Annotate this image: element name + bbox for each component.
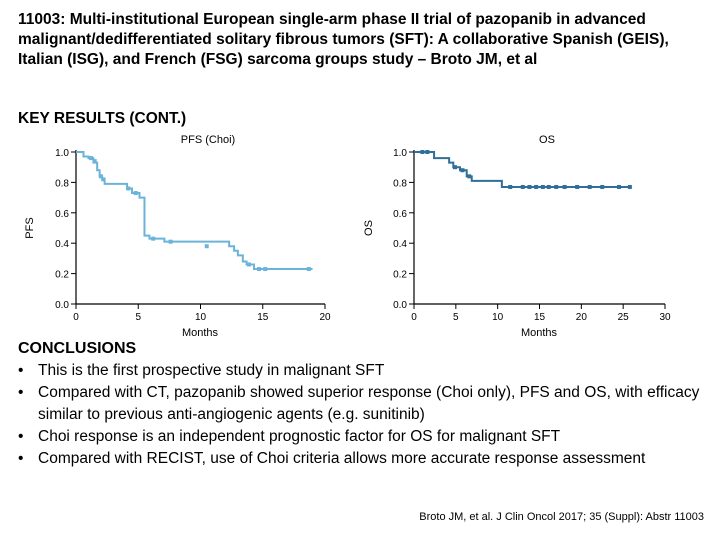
charts-area: PFS (Choi) PFS Months 0.0 0.2 0.4 0.6 0.8 1.0…: [24, 134, 671, 339]
conclusion-item: Compared with CT, pazopanib showed super…: [18, 382, 708, 426]
os-censor-mark: [546, 184, 551, 189]
conclusion-item: This is the first prospective study in m…: [18, 360, 708, 382]
os-censor-mark: [467, 174, 472, 179]
pfs-x-tick-label: 20: [319, 312, 331, 323]
slide-title: 11003: Multi-institutional European sing…: [18, 11, 669, 68]
pfs-censor-mark: [263, 267, 268, 272]
pfs-censor-mark: [306, 267, 311, 272]
os-censor-mark: [452, 165, 457, 170]
os-x-tick-label: 20: [576, 312, 588, 323]
os-x-tick-label: 15: [534, 312, 546, 323]
os-censor-mark: [460, 168, 465, 173]
os-x-tick-label: 5: [453, 312, 459, 323]
citation: Broto JM, et al. J Clin Oncol 2017; 35 (…: [419, 511, 704, 523]
os-y-tick-label: 1.0: [393, 148, 407, 159]
os-censor-mark: [616, 184, 621, 189]
pfs-y-tick-label: 0.4: [55, 239, 69, 250]
os-censor-mark: [508, 184, 513, 189]
os-y-tick-label: 0.0: [393, 300, 407, 311]
pfs-x-tick-label: 0: [73, 312, 79, 323]
pfs-y-tick-label: 0.2: [55, 270, 69, 281]
pfs-censor-mark: [88, 156, 93, 161]
os-x-tick-label: 10: [492, 312, 504, 323]
os-censor-mark: [520, 184, 525, 189]
pfs-censor-mark: [98, 174, 103, 179]
os-censor-mark: [562, 184, 567, 189]
pfs-y-tick-label: 1.0: [55, 148, 69, 159]
section-heading: KEY RESULTS (CONT.): [18, 110, 187, 127]
pfs-censor-mark: [257, 267, 262, 272]
os-censor-mark: [527, 184, 532, 189]
os-censor-mark: [575, 184, 580, 189]
os-censor-mark: [627, 184, 632, 189]
pfs-censor-mark: [92, 159, 97, 164]
pfs-censor-mark: [204, 244, 209, 249]
conclusions-list: This is the first prospective study in m…: [18, 360, 708, 470]
os-x-tick-label: 30: [659, 312, 671, 323]
os-chart: OS OS Months 0.0 0.2 0.4 0.6 0.8 1.0 0 5 10 15 20 2…: [363, 134, 671, 339]
os-y-tick-label: 0.2: [393, 270, 407, 281]
pfs-censor-mark: [133, 191, 138, 196]
conclusions-section: CONCLUSIONS This is the first prospectiv…: [18, 338, 708, 470]
pfs-y-axis-label: PFS: [24, 217, 36, 238]
pfs-x-tick-label: 10: [195, 312, 207, 323]
conclusions-heading: CONCLUSIONS: [18, 340, 137, 357]
pfs-x-tick-label: 15: [257, 312, 269, 323]
conclusion-item: Compared with RECIST, use of Choi criter…: [18, 448, 708, 470]
pfs-censor-mark: [168, 239, 173, 244]
pfs-y-tick-label: 0.6: [55, 209, 69, 220]
os-y-tick-label: 0.8: [393, 178, 407, 189]
os-censor-mark: [587, 184, 592, 189]
pfs-x-axis-label: Months: [182, 327, 219, 339]
pfs-censor-mark: [101, 177, 106, 182]
os-censor-mark: [554, 184, 559, 189]
pfs-y-tick-label: 0.8: [55, 178, 69, 189]
conclusion-item: Choi response is an independent prognost…: [18, 426, 708, 448]
pfs-censor-mark: [126, 186, 131, 191]
os-x-tick-label: 0: [411, 312, 417, 323]
os-y-tick-label: 0.4: [393, 239, 407, 250]
os-censor-mark: [425, 150, 430, 154]
os-x-axis-label: Months: [521, 327, 558, 339]
os-y-tick-label: 0.6: [393, 209, 407, 220]
os-censor-mark: [534, 184, 539, 189]
os-censor-mark: [540, 184, 545, 189]
pfs-censor-mark: [247, 262, 252, 267]
pfs-chart: PFS (Choi) PFS Months 0.0 0.2 0.4 0.6 0.8 1.0…: [24, 134, 331, 339]
os-censor-mark: [600, 184, 605, 189]
os-chart-title: OS: [539, 134, 555, 146]
pfs-y-tick-label: 0.0: [55, 300, 69, 311]
pfs-chart-title: PFS (Choi): [181, 134, 235, 146]
pfs-censor-mark: [151, 236, 156, 241]
os-y-axis-label: OS: [363, 220, 375, 236]
os-censor-mark: [420, 150, 425, 154]
os-x-tick-label: 25: [618, 312, 630, 323]
os-survival-curve: [414, 151, 632, 188]
pfs-x-tick-label: 5: [135, 312, 141, 323]
pfs-survival-curve: [76, 151, 313, 271]
